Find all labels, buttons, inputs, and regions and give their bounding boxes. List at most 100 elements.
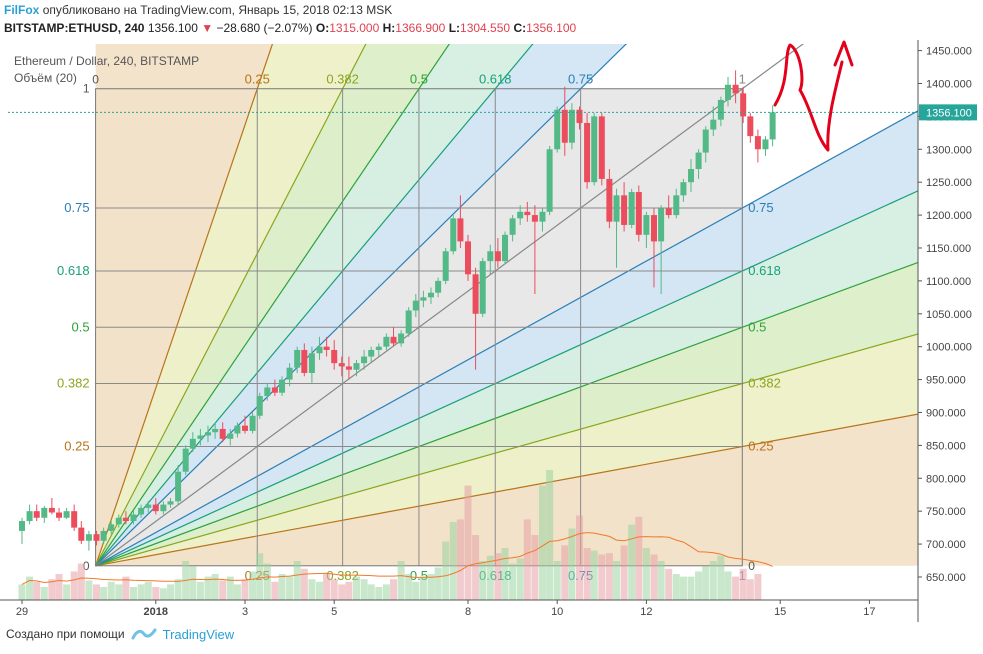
volume-bar <box>300 568 308 600</box>
candle-body <box>122 517 129 522</box>
candle-body <box>650 215 657 242</box>
candle-body <box>702 129 709 153</box>
volume-bar <box>746 579 754 600</box>
candle-body <box>160 504 167 512</box>
gann-level-label-right: 0.25 <box>748 439 773 454</box>
volume-bar <box>576 515 583 600</box>
candle-body <box>554 109 561 150</box>
volume-bar <box>590 550 598 600</box>
volume-bar <box>204 576 212 600</box>
volume-bar <box>538 485 546 600</box>
symbol-label: BITSTAMP:ETHUSD, 240 <box>4 21 145 35</box>
axes: 650.000 700.000 750.000 800.000 850.000 900.0… <box>0 40 983 622</box>
candle-body <box>531 215 538 222</box>
candle-body <box>621 195 628 225</box>
hand-drawn-arrow[interactable] <box>773 40 854 152</box>
volume-bar <box>323 574 331 600</box>
volume-bar <box>679 576 687 600</box>
volume-bar <box>419 576 427 600</box>
volume-ma-line <box>21 532 773 585</box>
price-tick-label: 1450.000 <box>926 46 972 58</box>
gann-box[interactable]: 0.250.250.250.250.3820.3820.3820.3820.50… <box>57 40 983 583</box>
candle-body <box>740 93 747 117</box>
author-name[interactable]: FilFox <box>4 3 40 17</box>
gann-level-label-top: 0.25 <box>245 72 270 87</box>
gann-level-label-top: 0.75 <box>568 72 593 87</box>
gann-level-label-left: 0.5 <box>72 319 90 334</box>
tradingview-link[interactable]: TradingView <box>162 626 235 642</box>
candle-body <box>256 396 263 416</box>
volume-bar <box>642 548 650 600</box>
volume-bar <box>360 579 368 600</box>
candle-body <box>487 251 494 262</box>
candle-body <box>539 211 546 222</box>
volume-bar <box>26 576 34 600</box>
price-tick-label: 800.000 <box>926 473 966 485</box>
volume-bar <box>464 485 472 600</box>
gann-level-label-right: 0.618 <box>748 263 781 278</box>
candle-body <box>665 208 672 216</box>
price-axis-bg <box>918 40 983 622</box>
volume-bar <box>137 584 145 600</box>
candle-body <box>361 356 368 364</box>
price-tick-label: 1050.000 <box>926 309 972 321</box>
low-value: 1304.550 <box>460 21 511 35</box>
gann-level-label-left: 0.618 <box>57 263 90 278</box>
volume-bar <box>308 579 316 600</box>
volume-bar <box>271 581 279 600</box>
candle-body <box>301 349 308 373</box>
candle-body <box>130 514 137 522</box>
volume-bar <box>390 579 398 600</box>
time-tick-label: 3 <box>242 606 248 618</box>
candle-body <box>390 336 397 344</box>
volume-bar <box>382 584 390 600</box>
volume-bar <box>553 561 561 600</box>
volume-bar <box>583 548 591 600</box>
volume-bar <box>130 587 137 600</box>
volume-bar <box>456 519 464 600</box>
candle-body <box>725 84 732 100</box>
gann-level-label-left: 0.382 <box>57 376 90 391</box>
gann-level-label-right: 0.5 <box>748 319 766 334</box>
volume-bar <box>211 574 219 600</box>
volume-bar <box>523 519 531 600</box>
candle-body <box>345 366 352 370</box>
volume-bar <box>196 581 204 600</box>
candle-body <box>517 211 524 219</box>
candle-body <box>56 512 63 518</box>
candle-body <box>19 521 25 531</box>
candle-body <box>331 349 338 364</box>
last-price: 1356.100 <box>147 21 198 35</box>
candle-body <box>688 169 694 183</box>
volume-bar <box>620 545 628 600</box>
candle-body <box>353 363 360 370</box>
volume-bar <box>233 584 241 600</box>
volume-bar <box>702 566 710 600</box>
gann-level-label-top: 1 <box>739 72 746 87</box>
volume-bar <box>724 571 732 600</box>
price-tick-label: 1000.000 <box>926 342 972 354</box>
fan-ray <box>95 110 918 567</box>
volume-bar <box>174 579 182 600</box>
candle-body <box>479 261 486 314</box>
volume-bar <box>739 568 747 600</box>
volume-bar <box>144 581 152 600</box>
drawing-annotations[interactable] <box>773 40 854 152</box>
fan-ray <box>95 190 918 567</box>
candle-body <box>308 353 315 373</box>
price-chart[interactable]: 0.250.250.250.250.3820.3820.3820.3820.50… <box>0 40 983 622</box>
time-tick-label: 12 <box>640 606 652 618</box>
candle-body <box>182 448 189 472</box>
gann-fans <box>95 44 918 567</box>
price-tick-label: 1200.000 <box>926 210 972 222</box>
candle-body <box>167 501 174 505</box>
symbol-line: BITSTAMP:ETHUSD, 240 1356.100 ▼ −28.680 … <box>4 21 576 35</box>
volume-bar <box>167 584 175 600</box>
candle-body <box>494 251 501 262</box>
candle-body <box>286 367 293 380</box>
candle-body <box>93 534 100 541</box>
time-tick-label: 2018 <box>144 606 168 618</box>
candle-body <box>115 517 122 525</box>
volume-bar <box>709 561 717 600</box>
fan-ray <box>95 261 918 567</box>
